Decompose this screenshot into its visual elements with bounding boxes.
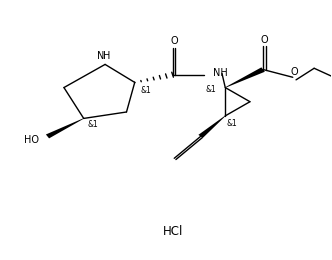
Text: &1: &1 (88, 120, 98, 129)
Polygon shape (199, 116, 225, 138)
Text: O: O (290, 67, 298, 77)
Text: H: H (104, 51, 111, 61)
Text: N: N (97, 51, 104, 61)
Text: &1: &1 (227, 119, 238, 128)
Polygon shape (46, 118, 84, 138)
Text: &1: &1 (206, 85, 216, 94)
Text: &1: &1 (141, 86, 151, 95)
Text: O: O (261, 35, 268, 45)
Text: HO: HO (24, 135, 39, 145)
Text: HCl: HCl (162, 225, 183, 238)
Polygon shape (225, 67, 265, 88)
Text: O: O (170, 36, 178, 46)
Text: NH: NH (213, 68, 228, 79)
